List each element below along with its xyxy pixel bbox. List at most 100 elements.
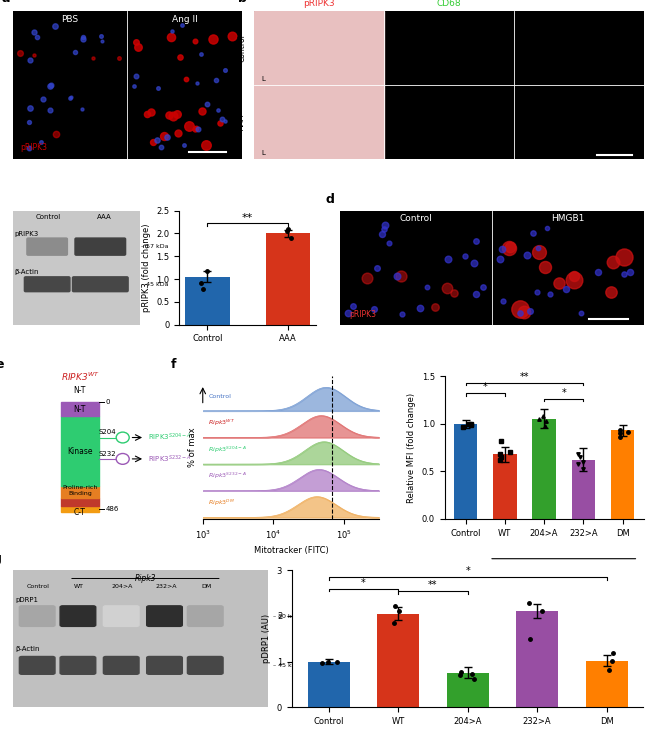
- Text: *: *: [465, 566, 470, 576]
- X-axis label: Mitotracker (FITC): Mitotracker (FITC): [254, 547, 328, 555]
- Y-axis label: pRIPK3 (fold change): pRIPK3 (fold change): [142, 224, 151, 312]
- Text: AAA: AAA: [237, 114, 246, 130]
- FancyBboxPatch shape: [20, 657, 55, 674]
- Text: RIPK3$^{WT}$: RIPK3$^{WT}$: [60, 371, 99, 383]
- Text: d: d: [325, 193, 334, 206]
- Text: $Ripk3^{S232-A}$: $Ripk3^{S232-A}$: [209, 471, 247, 481]
- Bar: [254, 85, 384, 159]
- Text: e: e: [0, 357, 5, 370]
- Text: S204: S204: [99, 429, 116, 435]
- Text: N-T: N-T: [73, 386, 86, 394]
- Text: Control: Control: [237, 34, 246, 62]
- Text: a: a: [1, 0, 10, 5]
- Y-axis label: Relative MFI (fold change): Relative MFI (fold change): [408, 392, 416, 502]
- Text: $Ripk3^{S204-A}$: $Ripk3^{S204-A}$: [209, 445, 247, 455]
- Bar: [454, 424, 477, 519]
- Bar: [61, 486, 99, 498]
- Text: pRIPK3: pRIPK3: [350, 310, 376, 319]
- Bar: [61, 498, 99, 506]
- Text: 232>A: 232>A: [155, 584, 177, 589]
- Text: f: f: [171, 357, 177, 370]
- Text: pDRP1: pDRP1: [16, 597, 38, 603]
- Text: RIPK3$^{S232-A}$: RIPK3$^{S232-A}$: [148, 453, 191, 464]
- Bar: [447, 673, 489, 707]
- Text: Control: Control: [36, 214, 61, 220]
- Text: P: P: [120, 456, 125, 462]
- Bar: [254, 11, 384, 85]
- Text: – 45 kDa: – 45 kDa: [141, 281, 168, 286]
- FancyBboxPatch shape: [147, 606, 183, 626]
- Bar: [571, 460, 595, 519]
- Text: Control: Control: [209, 394, 231, 399]
- Text: PBS: PBS: [62, 15, 79, 24]
- Text: pRIPK3: pRIPK3: [14, 231, 38, 237]
- FancyBboxPatch shape: [103, 657, 139, 674]
- Text: L: L: [262, 76, 266, 82]
- Text: DM: DM: [202, 584, 212, 589]
- Bar: [378, 614, 419, 707]
- Text: WT: WT: [74, 584, 85, 589]
- Text: g: g: [0, 552, 1, 565]
- Bar: [516, 612, 558, 707]
- Text: *: *: [361, 577, 366, 588]
- FancyBboxPatch shape: [187, 657, 223, 674]
- Text: pRIPK3: pRIPK3: [303, 0, 335, 8]
- FancyBboxPatch shape: [147, 657, 183, 674]
- FancyBboxPatch shape: [27, 238, 68, 255]
- Text: N-T: N-T: [73, 405, 86, 413]
- Text: $Ripk3^{WT}$: $Ripk3^{WT}$: [209, 418, 235, 428]
- Text: 0: 0: [105, 399, 110, 405]
- Bar: [61, 402, 99, 416]
- Text: b: b: [239, 0, 248, 5]
- Text: pRIPK3: pRIPK3: [20, 143, 47, 152]
- Bar: [266, 233, 310, 324]
- FancyBboxPatch shape: [20, 606, 55, 626]
- Text: HMGB1: HMGB1: [551, 214, 584, 223]
- Text: Proline-rich
Binding: Proline-rich Binding: [62, 485, 98, 496]
- Text: C-T: C-T: [74, 508, 86, 518]
- FancyBboxPatch shape: [72, 277, 128, 292]
- Bar: [185, 277, 229, 324]
- Text: **: **: [520, 372, 529, 382]
- Bar: [586, 660, 627, 707]
- Text: CD68: CD68: [436, 0, 461, 8]
- Circle shape: [116, 453, 129, 464]
- Text: β-Actin: β-Actin: [16, 647, 40, 652]
- FancyBboxPatch shape: [60, 657, 96, 674]
- Text: – 45 kDa: – 45 kDa: [273, 663, 300, 668]
- Text: **: **: [428, 580, 437, 590]
- Text: Control: Control: [27, 584, 50, 589]
- Bar: [611, 430, 634, 519]
- Text: Merge: Merge: [564, 0, 593, 8]
- Text: $Ripk3^{DM}$: $Ripk3^{DM}$: [209, 498, 235, 508]
- Bar: [308, 661, 350, 707]
- Text: **: **: [242, 213, 254, 222]
- Text: 204>A: 204>A: [112, 584, 133, 589]
- Bar: [493, 454, 517, 519]
- Text: *: *: [483, 383, 488, 392]
- Circle shape: [116, 432, 129, 443]
- Text: RIPK3$^{S204-A}$: RIPK3$^{S204-A}$: [148, 432, 191, 443]
- Text: – 57 kDa: – 57 kDa: [141, 244, 168, 249]
- FancyBboxPatch shape: [25, 277, 70, 292]
- FancyBboxPatch shape: [187, 606, 223, 626]
- Y-axis label: pDRP1 (AU): pDRP1 (AU): [262, 614, 271, 663]
- FancyBboxPatch shape: [75, 238, 125, 255]
- Text: 486: 486: [105, 506, 119, 512]
- Text: *: *: [562, 388, 566, 398]
- FancyBboxPatch shape: [60, 606, 96, 626]
- Text: Kinase: Kinase: [67, 447, 92, 456]
- Text: Ripk3: Ripk3: [135, 574, 156, 583]
- Text: – 80 kDa: – 80 kDa: [273, 614, 300, 619]
- Text: Control: Control: [400, 214, 432, 223]
- Text: P: P: [120, 434, 125, 440]
- Text: L: L: [262, 150, 266, 156]
- Y-axis label: % of max: % of max: [188, 428, 197, 467]
- Bar: [532, 419, 556, 519]
- Text: S232: S232: [99, 451, 116, 457]
- Text: AAA: AAA: [97, 214, 111, 220]
- Bar: [61, 506, 99, 512]
- FancyBboxPatch shape: [103, 606, 139, 626]
- Text: β-Actin: β-Actin: [14, 268, 39, 275]
- Text: Ang II: Ang II: [172, 15, 198, 24]
